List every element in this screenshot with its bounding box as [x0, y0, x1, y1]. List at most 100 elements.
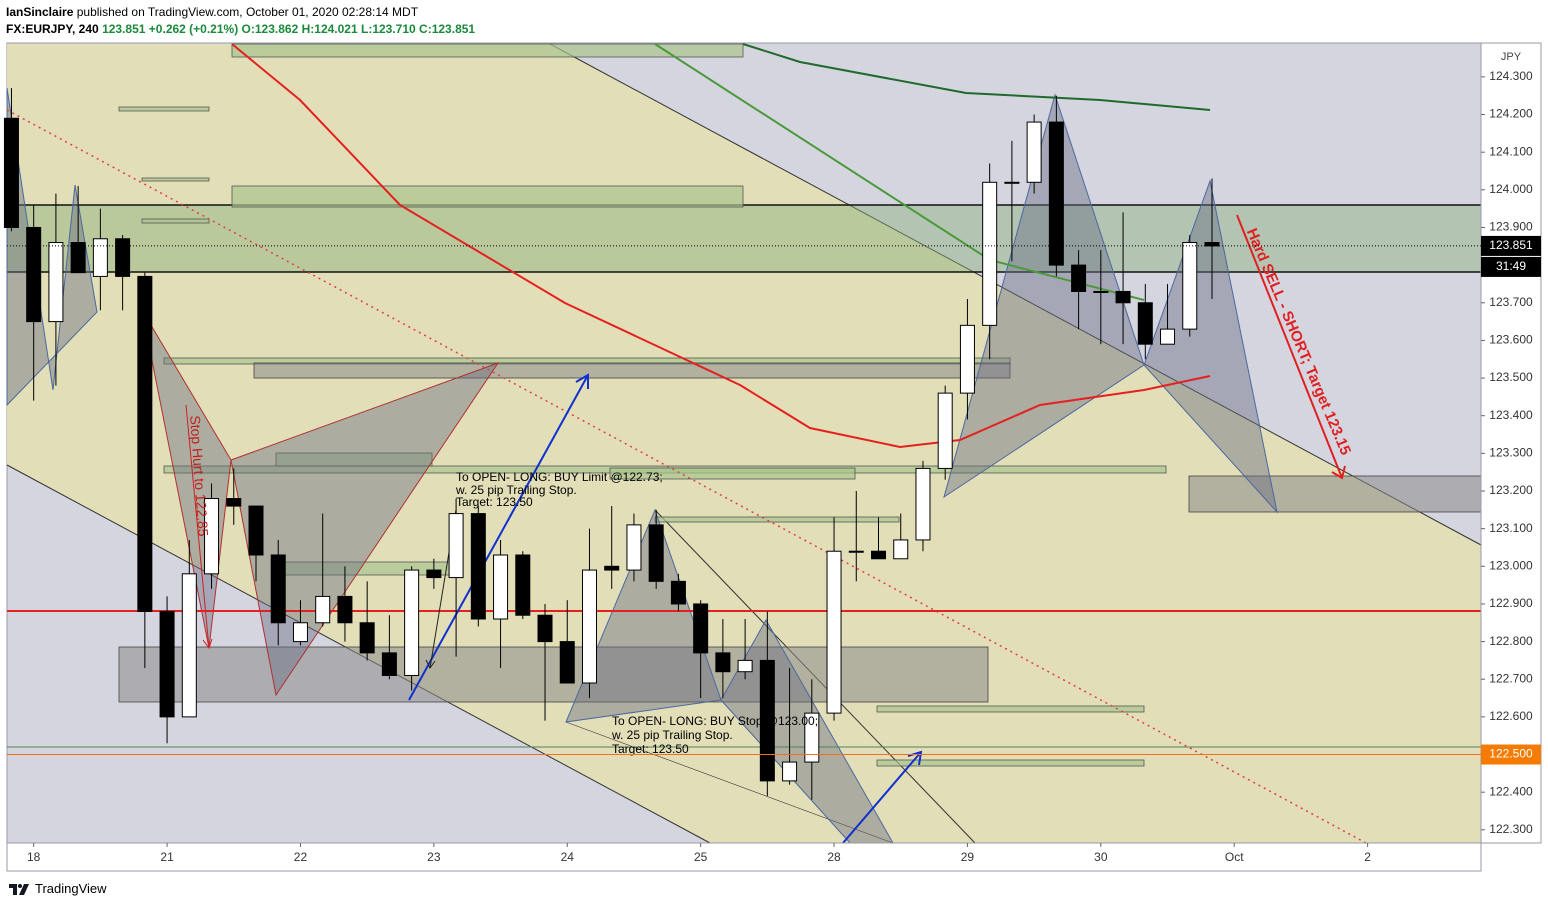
box — [1188, 475, 1482, 513]
y-tick-label: 123.200 — [1489, 483, 1533, 497]
candle-body — [804, 712, 820, 763]
quote: 123.851 — [102, 22, 146, 36]
arrow — [408, 373, 589, 701]
box — [141, 218, 210, 224]
box — [118, 646, 989, 703]
candle-body — [1048, 121, 1064, 266]
pattern — [565, 508, 722, 723]
candle-body — [893, 539, 909, 560]
annotation: To OPEN- LONG: BUY Limit @122.73; — [456, 470, 663, 484]
y-tick-label: 124.200 — [1489, 107, 1533, 121]
candle-body — [848, 550, 864, 553]
y-tick-label: 123.100 — [1489, 521, 1533, 535]
annotation: w. 25 pip Trailing Stop. — [455, 483, 577, 497]
x-tick-label: 30 — [1094, 850, 1108, 864]
x-tick-label: 25 — [694, 850, 708, 864]
candle-body — [48, 242, 64, 323]
open: O:123.862 — [241, 22, 299, 36]
candle-body — [871, 550, 887, 560]
y-tick-label: 123.300 — [1489, 446, 1533, 460]
y-tick-label: 123.700 — [1489, 295, 1533, 309]
box — [609, 467, 856, 480]
time-axis — [6, 842, 1482, 872]
annotation: Target: 123.50 — [612, 742, 689, 756]
box — [876, 705, 1145, 713]
candle-body — [782, 761, 798, 782]
countdown-tag — [1481, 256, 1541, 277]
gray-boxes — [118, 362, 1482, 703]
pattern — [1143, 179, 1278, 514]
candle-body — [1071, 264, 1087, 292]
annotation: Target: 123.50 — [456, 495, 533, 509]
moving-average — [231, 43, 1211, 449]
level-tag — [1481, 744, 1541, 765]
candle-body — [470, 513, 486, 620]
arrow — [185, 404, 213, 650]
boxes — [118, 43, 1167, 767]
x-tick-label: 18 — [27, 850, 41, 864]
box — [654, 516, 900, 523]
arrow — [1236, 214, 1346, 480]
y-tick-label: 122.600 — [1489, 709, 1533, 723]
candle-body — [493, 554, 509, 620]
brand: TradingView — [35, 881, 107, 896]
candle-body — [3, 117, 19, 228]
candle-body — [404, 569, 420, 676]
candles — [3, 88, 1220, 800]
annotation: w. 25 pip Trailing Stop. — [611, 728, 733, 742]
annotation: To OPEN- LONG: BUY Stop @123.00; — [612, 714, 818, 728]
x-tick-label: 24 — [561, 850, 575, 864]
candle-body — [359, 622, 375, 654]
candle-body — [604, 565, 620, 571]
candle-body — [826, 550, 842, 714]
zone — [7, 205, 1481, 272]
candle-body — [381, 652, 397, 676]
high: H:124.021 — [301, 22, 358, 36]
box — [253, 362, 1011, 379]
currency: JPY — [1501, 51, 1522, 63]
x-tick-label: 22 — [294, 850, 308, 864]
author: IanSinclaire — [6, 5, 74, 19]
candle-body — [982, 181, 998, 326]
channel — [7, 44, 1481, 843]
price-axis — [1480, 42, 1542, 844]
publish-line: IanSinclaire published on TradingView.co… — [6, 4, 475, 21]
logo — [9, 883, 29, 895]
candle-body — [92, 238, 108, 277]
countdown-label: 31:49 — [1496, 259, 1526, 273]
symbol: FX:EURJPY, 240 — [6, 22, 99, 36]
y-tick-label: 124.100 — [1489, 144, 1533, 158]
candle-body — [915, 467, 931, 541]
y-tick-label: 123.400 — [1489, 408, 1533, 422]
candle-body — [1115, 290, 1131, 304]
candle-body — [959, 324, 975, 394]
close: C:123.851 — [419, 22, 476, 36]
y-tick-label: 122.800 — [1489, 634, 1533, 648]
candle-body — [1160, 328, 1176, 345]
y-tick-label: 122.300 — [1489, 822, 1533, 836]
candle-body — [759, 659, 775, 782]
box — [231, 43, 744, 58]
candle-body — [204, 498, 220, 575]
candle-body — [137, 275, 153, 612]
candle-body — [337, 595, 353, 624]
x-tick-label: 21 — [160, 850, 174, 864]
trend-line — [549, 43, 1482, 546]
candle-body — [648, 524, 664, 582]
box — [231, 185, 744, 208]
candle-body — [226, 498, 242, 507]
candle-body — [1004, 181, 1020, 184]
candle-body — [26, 226, 42, 323]
box — [141, 177, 210, 182]
y-tick-label: 122.400 — [1489, 784, 1533, 798]
candle-body — [626, 524, 642, 571]
candle-body — [181, 573, 197, 718]
candle-body — [159, 610, 175, 718]
moving-average — [742, 43, 1211, 111]
footer: TradingView — [8, 881, 107, 896]
candle-body — [693, 603, 709, 654]
candle-body — [115, 238, 131, 277]
level-tag-label: 122.500 — [1489, 747, 1533, 761]
trend-line — [565, 721, 894, 844]
